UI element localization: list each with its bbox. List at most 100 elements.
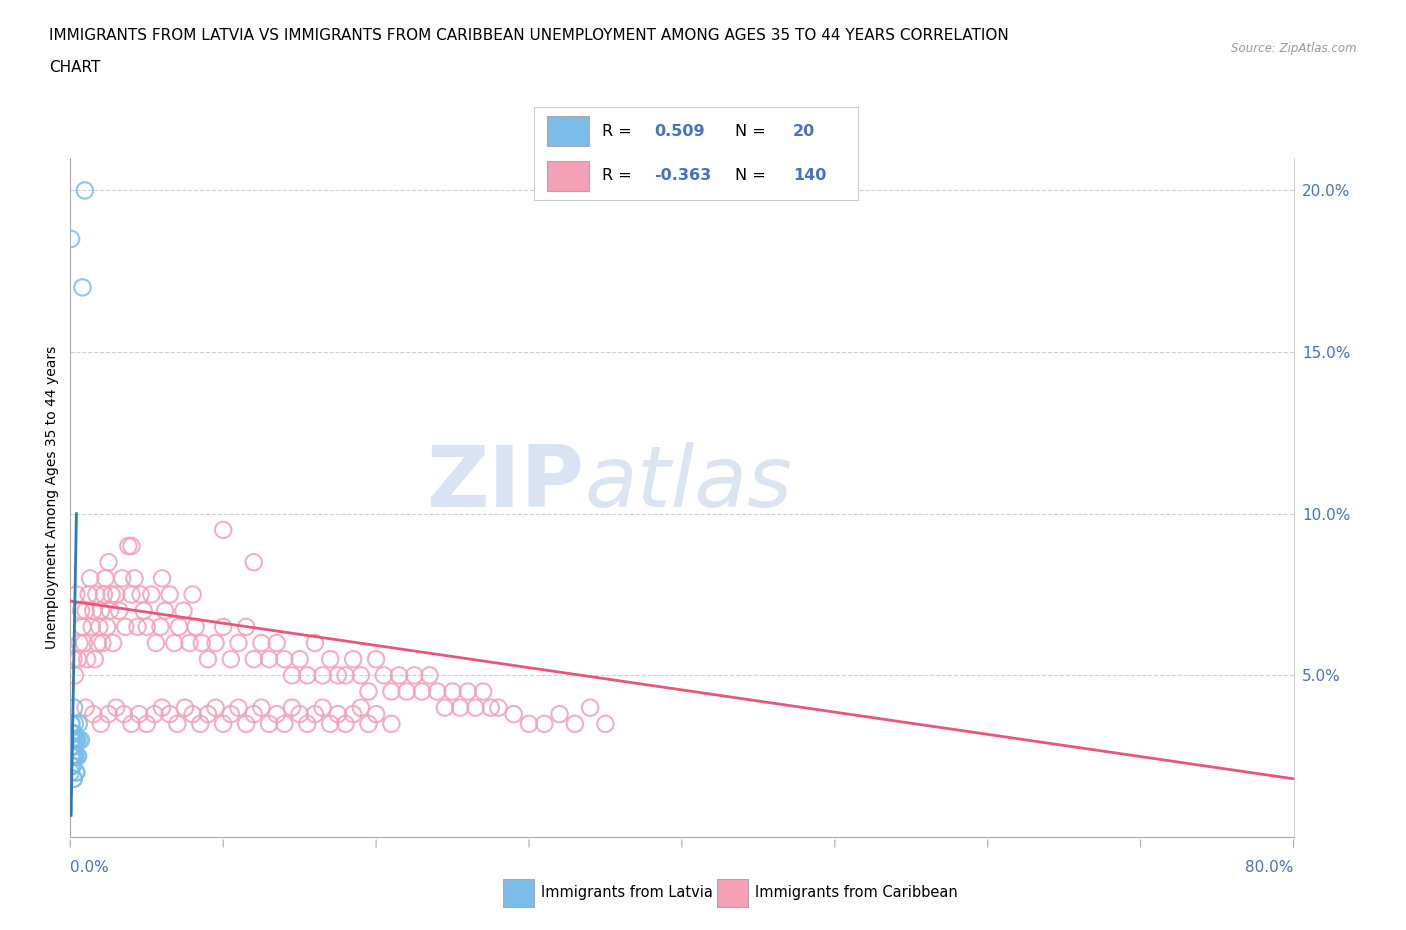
Point (172, 604, 194, 618)
Point (135, 619, 157, 634)
Point (228, 700, 250, 715)
Point (91, 635, 114, 650)
Point (63, 733, 86, 748)
Point (114, 619, 136, 634)
Point (121, 587, 143, 602)
Point (143, 707, 166, 722)
Point (326, 707, 349, 722)
Point (62, 771, 84, 786)
Point (548, 707, 571, 722)
Point (82, 707, 104, 722)
Point (297, 716, 319, 731)
Point (235, 619, 257, 634)
Point (449, 700, 471, 715)
Point (145, 635, 167, 650)
Point (60, 232, 83, 246)
Point (129, 587, 152, 602)
Point (188, 716, 211, 731)
Point (404, 668, 426, 683)
Point (72, 280, 94, 295)
Point (281, 700, 304, 715)
Point (141, 587, 163, 602)
Point (243, 652, 266, 667)
Point (319, 652, 342, 667)
Point (373, 668, 395, 683)
Point (266, 635, 288, 650)
Point (76, 652, 98, 667)
Point (66, 652, 89, 667)
Point (250, 700, 273, 715)
Text: 20: 20 (793, 124, 815, 139)
Text: Immigrants from Latvia: Immigrants from Latvia (541, 885, 713, 900)
Point (63, 771, 86, 786)
Point (60, 739, 83, 754)
Point (257, 652, 280, 667)
Point (100, 587, 122, 602)
Point (89, 619, 111, 634)
Point (426, 684, 449, 699)
Point (395, 684, 418, 699)
Point (108, 604, 131, 618)
Point (60, 716, 83, 731)
Point (533, 716, 555, 731)
Text: R =: R = (602, 124, 637, 139)
Point (219, 707, 242, 722)
Point (488, 700, 510, 715)
Point (59, 749, 82, 764)
Point (72, 619, 94, 634)
Point (181, 707, 204, 722)
Point (62, 726, 84, 741)
Point (357, 716, 380, 731)
FancyBboxPatch shape (547, 116, 589, 146)
Point (150, 700, 173, 715)
Point (105, 587, 128, 602)
Point (65, 749, 87, 764)
Point (97, 555, 120, 570)
Point (326, 668, 349, 683)
Point (174, 700, 197, 715)
Point (63, 716, 86, 731)
Point (243, 555, 266, 570)
Point (149, 619, 172, 634)
Point (433, 700, 456, 715)
Point (59, 764, 82, 779)
Point (502, 707, 524, 722)
Text: 0.0%: 0.0% (70, 860, 110, 875)
Point (350, 668, 373, 683)
Point (80, 619, 103, 634)
Point (388, 668, 411, 683)
Point (564, 716, 586, 731)
Point (59, 733, 82, 748)
Text: N =: N = (735, 168, 770, 183)
Point (66, 733, 89, 748)
Point (159, 707, 181, 722)
Text: ZIP: ZIP (426, 443, 583, 525)
FancyBboxPatch shape (547, 161, 589, 191)
Point (98, 604, 121, 618)
Point (69, 733, 91, 748)
Point (464, 700, 486, 715)
Point (62, 652, 84, 667)
Point (219, 652, 242, 667)
Point (319, 716, 342, 731)
Text: 0.509: 0.509 (654, 124, 704, 139)
Point (163, 635, 186, 650)
Point (579, 700, 602, 715)
Point (62, 749, 84, 764)
Point (75, 700, 97, 715)
Point (101, 635, 124, 650)
Point (273, 716, 295, 731)
Point (112, 707, 135, 722)
Point (311, 700, 333, 715)
Point (311, 668, 333, 683)
Y-axis label: Unemployment Among Ages 35 to 44 years: Unemployment Among Ages 35 to 44 years (45, 346, 59, 649)
Point (212, 619, 235, 634)
Point (82, 604, 104, 618)
Point (65, 733, 87, 748)
Point (273, 652, 295, 667)
Text: N =: N = (735, 124, 770, 139)
Point (63, 739, 86, 754)
Point (135, 716, 157, 731)
Text: R =: R = (602, 168, 637, 183)
Point (65, 587, 87, 602)
